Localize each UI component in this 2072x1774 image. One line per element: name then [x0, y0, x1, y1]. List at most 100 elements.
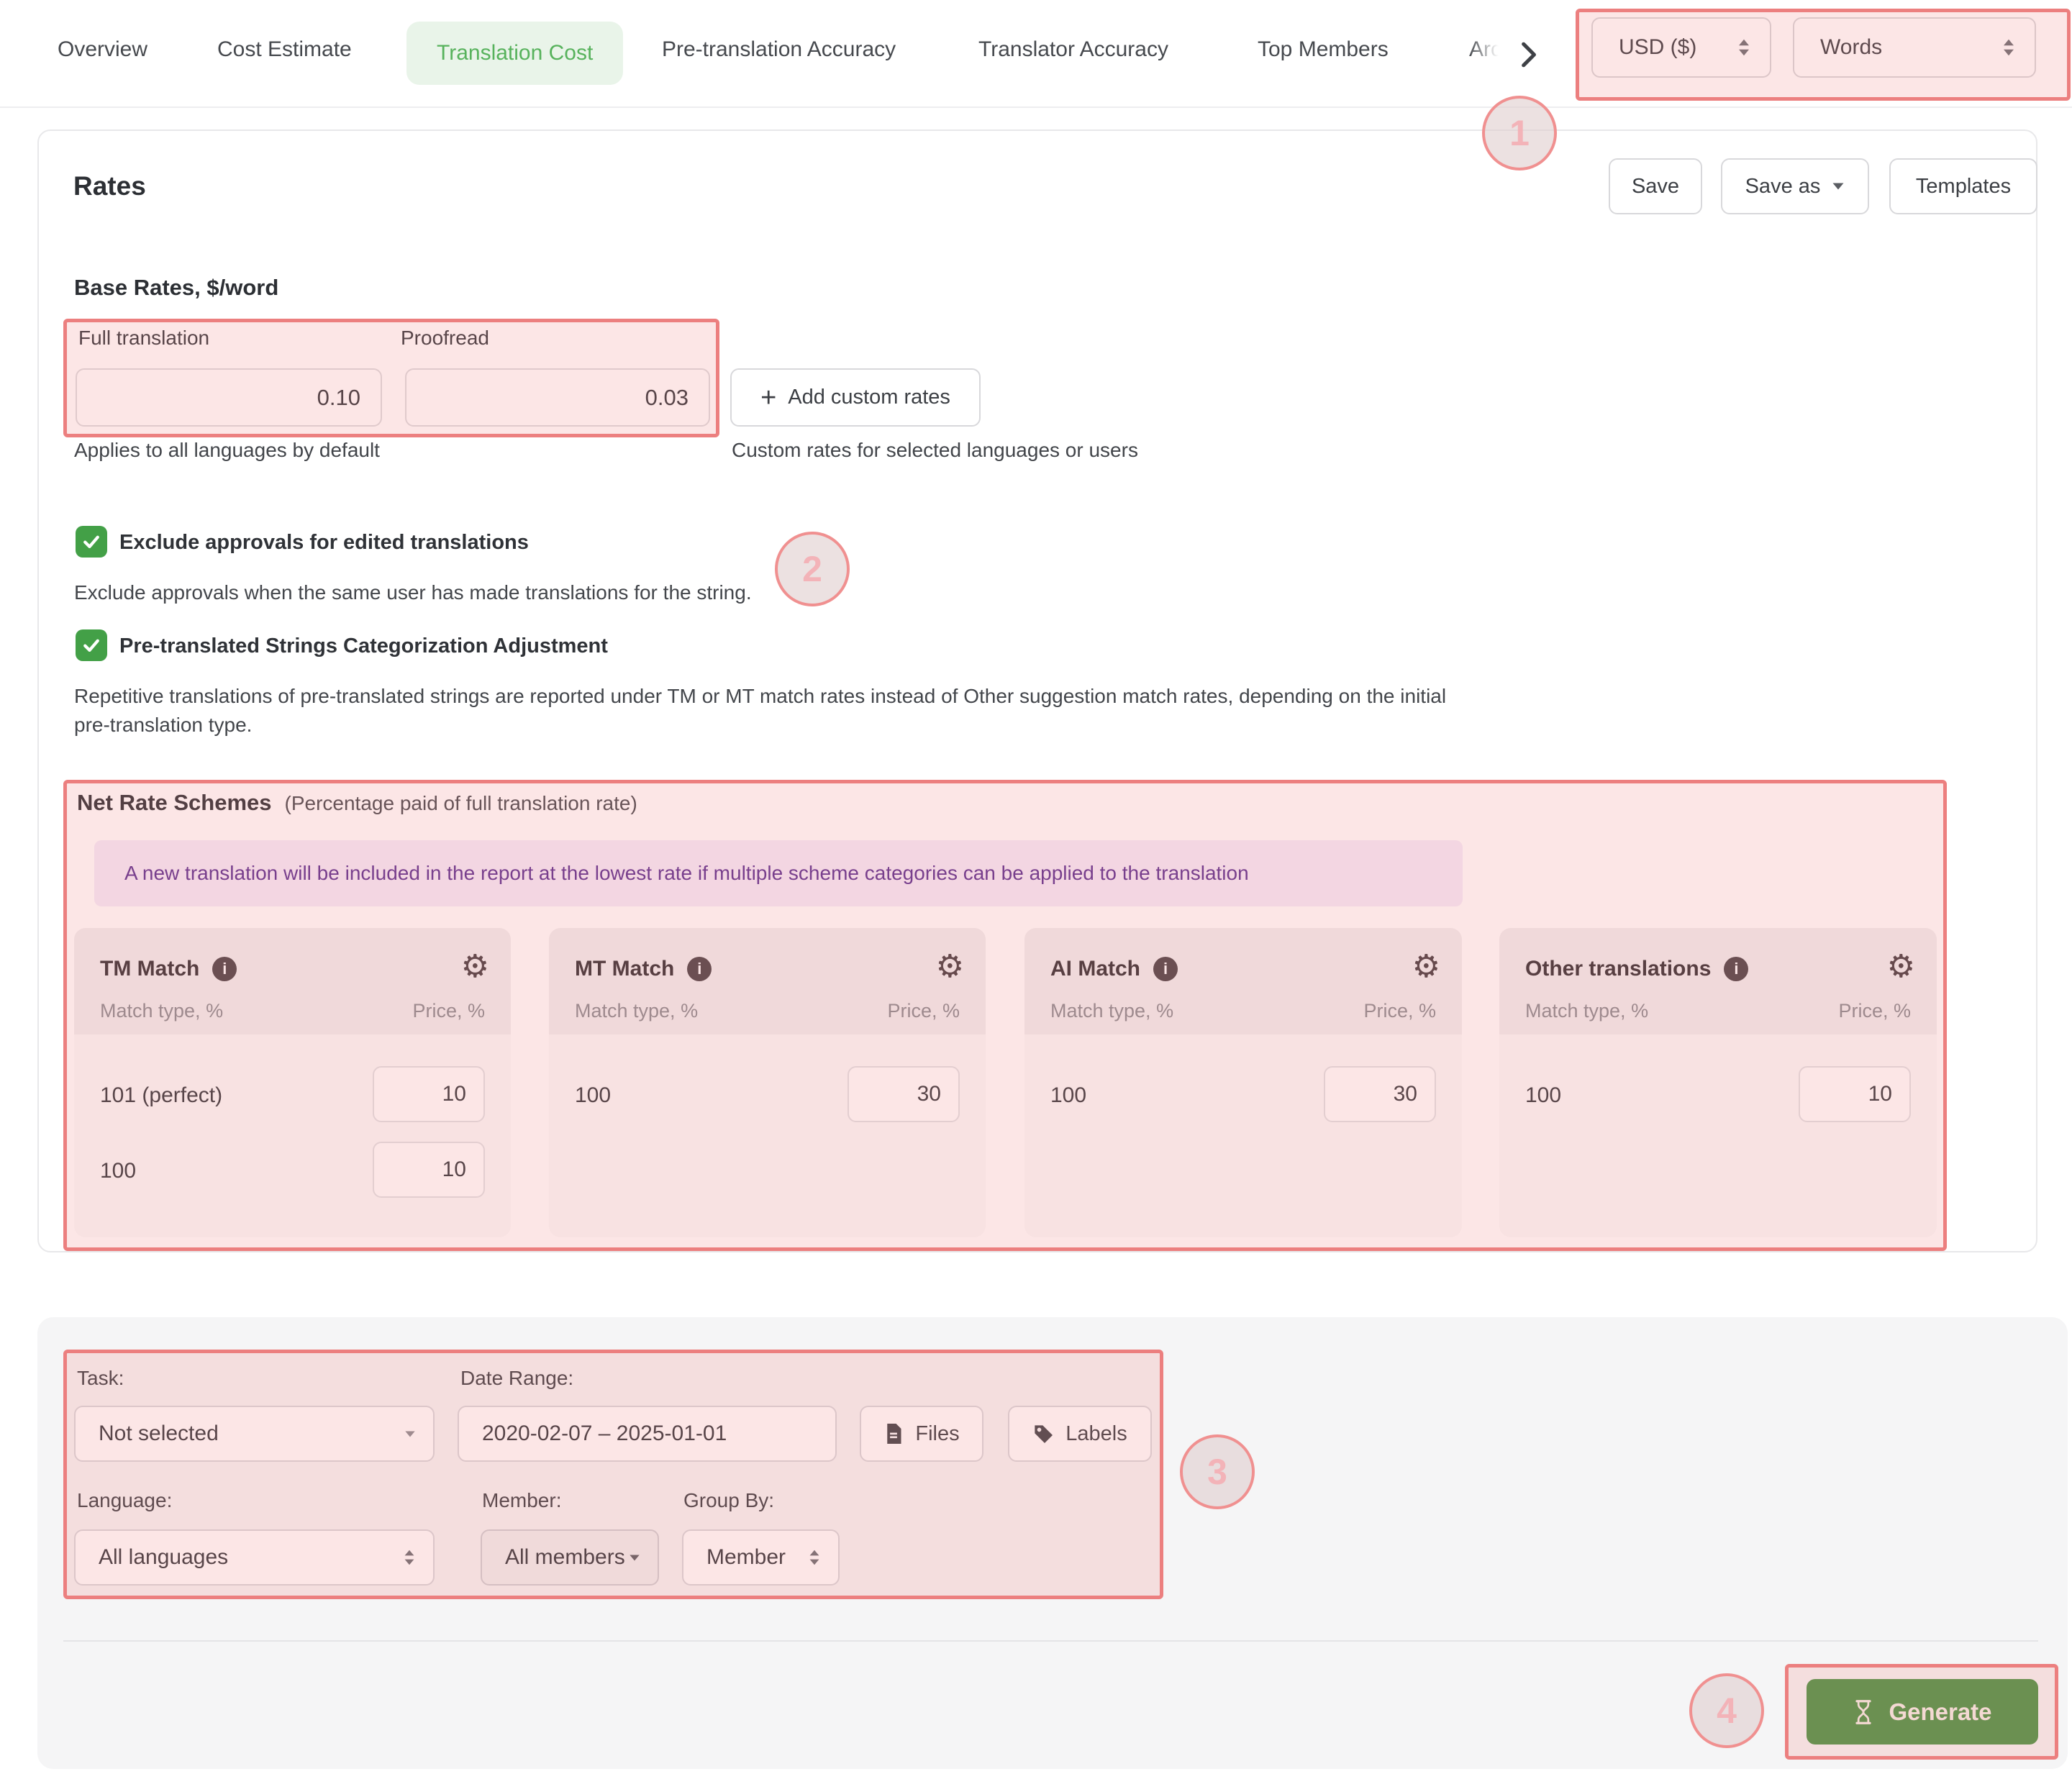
- price-value: 30: [1393, 1082, 1417, 1106]
- price-input[interactable]: 30: [848, 1066, 960, 1122]
- base-rates-default-hint: Applies to all languages by default: [74, 439, 380, 461]
- exclude-approvals-description: Exclude approvals when the same user has…: [74, 581, 752, 604]
- match-type-column-header: Match type, %: [100, 1000, 224, 1022]
- ai-match-card: AI Match i ⚙ Match type, % Price, % 100 …: [1024, 928, 1462, 1237]
- match-type-column-header: Match type, %: [1525, 1000, 1649, 1022]
- save-button[interactable]: Save: [1609, 158, 1702, 214]
- tm-match-title: TM Match: [100, 957, 200, 981]
- report-unit-select[interactable]: Words: [1793, 17, 2036, 78]
- add-custom-rates-button[interactable]: + Add custom rates: [730, 368, 981, 427]
- group-by-select[interactable]: Member: [682, 1529, 840, 1586]
- unit-value: Words: [1820, 35, 1883, 59]
- match-type-column-header: Match type, %: [575, 1000, 699, 1022]
- info-icon[interactable]: i: [687, 957, 712, 981]
- proofread-rate-input[interactable]: 0.03: [405, 368, 710, 427]
- save-as-button-label: Save as: [1745, 174, 1821, 198]
- updown-arrows-icon: [404, 1550, 414, 1565]
- match-type-value: 100: [100, 1159, 137, 1183]
- currency-select[interactable]: USD ($): [1591, 17, 1771, 78]
- price-column-header: Price, %: [412, 1000, 485, 1022]
- tab-top-members[interactable]: Top Members: [1258, 37, 1389, 61]
- save-as-button[interactable]: Save as: [1721, 158, 1869, 214]
- tab-cost-estimate[interactable]: Cost Estimate: [217, 37, 352, 61]
- pretranslated-adjustment-checkbox[interactable]: [76, 629, 107, 661]
- price-column-header: Price, %: [887, 1000, 960, 1022]
- group-by-value: Member: [706, 1545, 786, 1569]
- member-label: Member:: [482, 1489, 562, 1511]
- date-range-value: 2020-02-07 – 2025-01-01: [482, 1422, 727, 1445]
- gear-icon[interactable]: ⚙: [1886, 949, 1915, 984]
- date-range-input[interactable]: 2020-02-07 – 2025-01-01: [458, 1406, 837, 1462]
- other-translations-card: Other translations i ⚙ Match type, % Pri…: [1499, 928, 1937, 1237]
- plus-icon: +: [760, 382, 777, 413]
- price-column-header: Price, %: [1363, 1000, 1436, 1022]
- exclude-approvals-checkbox[interactable]: [76, 526, 107, 558]
- caret-down-icon: [1832, 183, 1844, 190]
- price-input[interactable]: 30: [1324, 1066, 1436, 1122]
- tab-partial-hidden[interactable]: Arc: [1469, 37, 1501, 61]
- tab-pre-translation-accuracy[interactable]: Pre-translation Accuracy: [662, 37, 896, 61]
- labels-button-label: Labels: [1065, 1422, 1127, 1445]
- caret-down-icon: [630, 1555, 640, 1560]
- templates-button[interactable]: Templates: [1889, 158, 2037, 214]
- base-rates-heading: Base Rates, $/word: [74, 275, 279, 300]
- updown-arrows-icon: [2004, 39, 2014, 56]
- tab-translator-accuracy[interactable]: Translator Accuracy: [978, 37, 1168, 61]
- gear-icon[interactable]: ⚙: [1412, 949, 1440, 984]
- save-button-label: Save: [1631, 174, 1680, 198]
- member-select[interactable]: All members: [481, 1529, 659, 1586]
- tm-match-card-header: [74, 928, 511, 1034]
- mt-match-card-header: [549, 928, 986, 1034]
- gear-icon[interactable]: ⚙: [460, 949, 489, 984]
- date-range-label: Date Range:: [460, 1367, 574, 1389]
- labels-button[interactable]: Labels: [1008, 1406, 1152, 1462]
- task-select[interactable]: Not selected: [74, 1406, 435, 1462]
- net-rate-schemes-heading-row: Net Rate Schemes (Percentage paid of ful…: [77, 790, 637, 816]
- proofread-rate-value: 0.03: [645, 384, 689, 410]
- price-value: 30: [917, 1082, 941, 1106]
- pretranslated-adjustment-label: Pre-translated Strings Categorization Ad…: [119, 634, 608, 658]
- other-translations-card-header: [1499, 928, 1937, 1034]
- group-by-label: Group By:: [683, 1489, 775, 1511]
- task-value: Not selected: [99, 1422, 219, 1445]
- language-select[interactable]: All languages: [74, 1529, 435, 1586]
- full-translation-rate-value: 0.10: [317, 384, 360, 410]
- gear-icon[interactable]: ⚙: [935, 949, 964, 984]
- ai-match-title: AI Match: [1050, 957, 1141, 981]
- price-value: 10: [1868, 1082, 1892, 1106]
- member-value: All members: [505, 1545, 625, 1569]
- match-type-column-header: Match type, %: [1050, 1000, 1174, 1022]
- report-generation-section: Task: Date Range: Not selected 2020-02-0…: [37, 1317, 2068, 1769]
- generate-report-button[interactable]: Generate: [1807, 1679, 2038, 1745]
- price-value: 10: [442, 1157, 466, 1181]
- task-label: Task:: [77, 1367, 124, 1389]
- updown-arrows-icon: [1739, 39, 1749, 56]
- tm-match-card: TM Match i ⚙ Match type, % Price, % 101 …: [74, 928, 511, 1237]
- tab-translation-cost-active[interactable]: Translation Cost: [406, 22, 624, 85]
- language-label: Language:: [77, 1489, 173, 1511]
- full-translation-rate-input[interactable]: 0.10: [76, 368, 382, 427]
- files-button[interactable]: Files: [860, 1406, 983, 1462]
- price-input[interactable]: 10: [373, 1066, 485, 1122]
- mt-match-title: MT Match: [575, 957, 675, 981]
- info-icon[interactable]: i: [1153, 957, 1178, 981]
- files-button-label: Files: [915, 1422, 960, 1445]
- lowest-rate-info-banner: A new translation will be included in th…: [94, 840, 1463, 906]
- tabs-overflow-chevron-icon[interactable]: [1514, 40, 1542, 69]
- mt-match-card: MT Match i ⚙ Match type, % Price, % 100 …: [549, 928, 986, 1237]
- info-icon[interactable]: i: [212, 957, 237, 981]
- check-icon: [83, 535, 99, 548]
- bottom-divider: [63, 1640, 2038, 1642]
- caret-down-icon: [405, 1431, 415, 1437]
- rates-panel-title: Rates: [73, 171, 146, 201]
- tab-overview[interactable]: Overview: [58, 37, 148, 61]
- generate-button-label: Generate: [1889, 1698, 1992, 1725]
- pretranslated-adjustment-description: Repetitive translations of pre-translate…: [74, 685, 1447, 736]
- price-input[interactable]: 10: [1799, 1066, 1911, 1122]
- net-rate-schemes-heading: Net Rate Schemes: [77, 790, 272, 815]
- info-icon[interactable]: i: [1724, 957, 1749, 981]
- templates-button-label: Templates: [1915, 174, 2012, 198]
- price-input[interactable]: 10: [373, 1142, 485, 1198]
- ai-match-card-header: [1024, 928, 1462, 1034]
